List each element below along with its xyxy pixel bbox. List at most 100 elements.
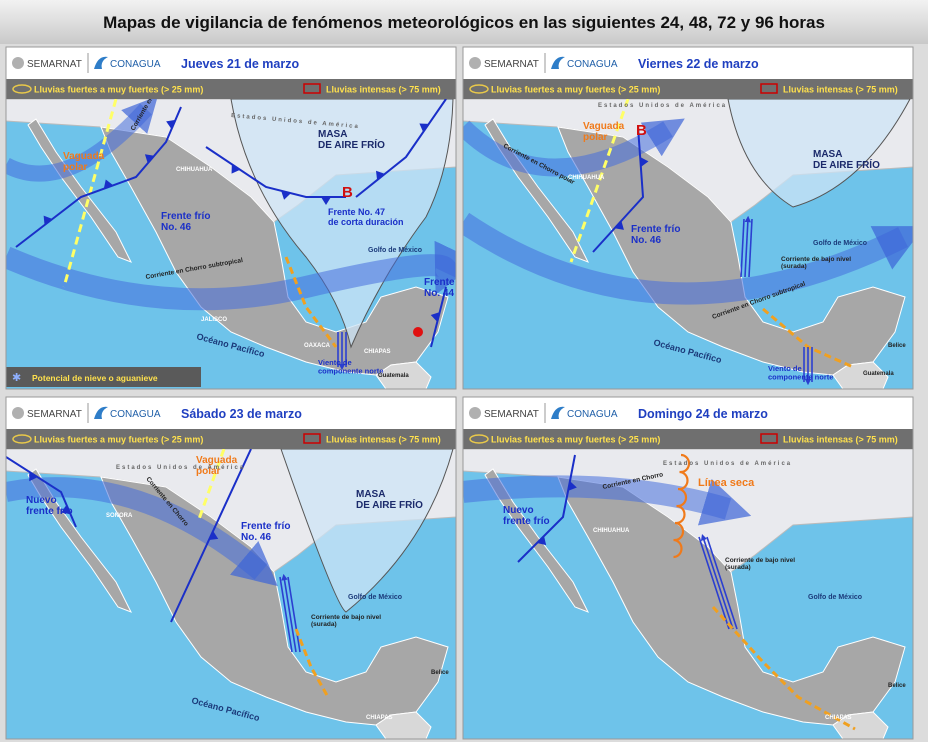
map-label: CHIAPAS xyxy=(825,715,852,721)
panel-border xyxy=(462,396,914,740)
legend-intense: Lluvias intensas (> 75 mm) xyxy=(326,435,441,445)
brand-semarnat: SEMARNAT xyxy=(484,409,539,420)
map: Vaguada polar B MASA DE AIRE FRÍO Frente frío… xyxy=(463,99,913,389)
low-level-current xyxy=(279,576,293,653)
legend-intense: Lluvias intensas (> 75 mm) xyxy=(783,435,898,445)
brand-semarnat: SEMARNAT xyxy=(27,409,82,420)
map-label: Corriente de bajo nivel (surada) xyxy=(311,614,381,628)
map-label: Belice xyxy=(888,683,906,689)
map-label-line: Corriente de bajo nivel xyxy=(311,614,381,621)
map-label: Golfo de México xyxy=(348,594,402,601)
panel-date: Viernes 22 de marzo xyxy=(638,57,759,71)
map-label-line: Golfo de México xyxy=(348,594,402,601)
map-label: B xyxy=(636,122,647,139)
map-label-line: SONORA xyxy=(106,513,133,519)
map-label-line: No. 46 xyxy=(631,235,661,246)
map-label-line: Frente xyxy=(424,277,455,288)
legend-icon-heavy xyxy=(469,434,489,444)
map-label-line: DE AIRE FRÍO xyxy=(356,498,423,511)
semarnat-logo xyxy=(469,407,481,419)
weather-panel: SEMARNAT CONAGUA Viernes 22 de marzo Lluvia… xyxy=(462,46,914,390)
map-label-line: Frente frío xyxy=(161,211,210,222)
map-label-line: B xyxy=(636,122,647,139)
map-label: Belice xyxy=(431,670,449,676)
map-label: OAXACA xyxy=(304,343,331,349)
central-america xyxy=(375,361,432,389)
map-label-line: CHIAPAS xyxy=(366,715,393,721)
map-label-line: componente norte xyxy=(318,366,383,375)
front-triangle xyxy=(430,312,440,322)
map-label-line: de corta duración xyxy=(328,217,404,227)
map-label-line: No. 46 xyxy=(241,532,271,543)
map-label: Vaguada polar xyxy=(63,151,105,173)
front-triangle xyxy=(281,190,291,200)
legend-bar xyxy=(463,79,913,99)
legend-icon-heavy xyxy=(469,84,489,94)
rain-band xyxy=(294,628,330,698)
brand-conagua: CONAGUA xyxy=(567,409,618,420)
map-label: CHIHUAHUA xyxy=(176,167,213,173)
map-label-line: polar xyxy=(63,162,88,173)
jet-stream xyxy=(6,240,456,311)
front-triangle xyxy=(640,157,649,167)
panel-date: Jueves 21 de marzo xyxy=(181,57,299,71)
map-label-line: Vaguada xyxy=(583,121,625,132)
legend-heavy: Lluvias fuertes a muy fuertes (> 25 mm) xyxy=(34,85,203,95)
page-title: Mapas de vigilancia de fenómenos meteoro… xyxy=(103,13,825,32)
legend-intense: Lluvias intensas (> 75 mm) xyxy=(326,85,441,95)
map-label: JALISCO xyxy=(201,317,227,323)
legend-heavy: Lluvias fuertes a muy fuertes (> 25 mm) xyxy=(491,85,660,95)
cold-front xyxy=(517,454,576,563)
map-label: Frente No. 44 xyxy=(424,277,455,299)
front-triangle xyxy=(321,197,331,205)
map-label: SONORA xyxy=(106,513,133,519)
brand-semarnat: SEMARNAT xyxy=(484,59,539,70)
map-label-line: Vaguada xyxy=(63,151,105,162)
weather-panel: SEMARNAT CONAGUA Jueves 21 de marzo Lluvias… xyxy=(5,46,457,390)
panel-header xyxy=(463,397,913,429)
map-label-line: Belice xyxy=(888,683,906,689)
map-label-line: Guatemala xyxy=(378,373,409,379)
map-label-line: Corriente de bajo nivel xyxy=(725,557,795,564)
map-label-line: Frente No. 47 xyxy=(328,207,385,217)
cold-front xyxy=(592,126,645,253)
map-label-line: (surada) xyxy=(725,564,751,571)
map-label-line: Golfo de México xyxy=(368,247,422,254)
map-label: CHIHUAHUA xyxy=(593,528,630,534)
panel-border xyxy=(462,46,914,390)
map-label-line: B xyxy=(342,184,353,201)
legend-icon-heavy xyxy=(12,84,32,94)
map-label: Golfo de México xyxy=(368,247,422,254)
map-label: B xyxy=(342,184,353,201)
map-label-line: Viento de xyxy=(318,358,352,367)
snow-icon: ✱ xyxy=(12,372,21,384)
semarnat-logo xyxy=(12,57,24,69)
dry-line xyxy=(676,504,686,525)
map-label-line: Belice xyxy=(888,343,906,349)
map-label-line: CHIAPAS xyxy=(364,349,391,355)
map-label-line: Viento de xyxy=(768,364,802,373)
map-label-line: CHIHUAHUA xyxy=(593,528,630,534)
map-label: Guatemala xyxy=(378,373,409,379)
map-label-line: (surada) xyxy=(781,263,807,270)
front-triangle xyxy=(568,481,577,491)
map-label: Frente frío No. 46 xyxy=(161,211,210,233)
dry-line xyxy=(674,521,685,542)
map-label: CHIAPAS xyxy=(364,349,391,355)
low-level-current xyxy=(287,576,301,653)
low-level-current xyxy=(744,215,752,278)
map-label: Golfo de México xyxy=(808,594,862,601)
low-level-current xyxy=(698,536,730,630)
legend-icon-intense xyxy=(760,433,778,444)
panel-date: Domingo 24 de marzo xyxy=(638,407,768,421)
front-triangle xyxy=(614,220,624,230)
legend-bar xyxy=(6,79,456,99)
map-label-line: componente norte xyxy=(768,372,833,381)
map-label: MASA DE AIRE FRÍO xyxy=(318,129,385,151)
rain-band xyxy=(284,256,338,348)
cold-front xyxy=(15,106,182,248)
dry-line xyxy=(673,538,683,559)
map-label-line: Estados Unidos de América xyxy=(116,465,245,471)
jet-stream xyxy=(463,475,752,526)
